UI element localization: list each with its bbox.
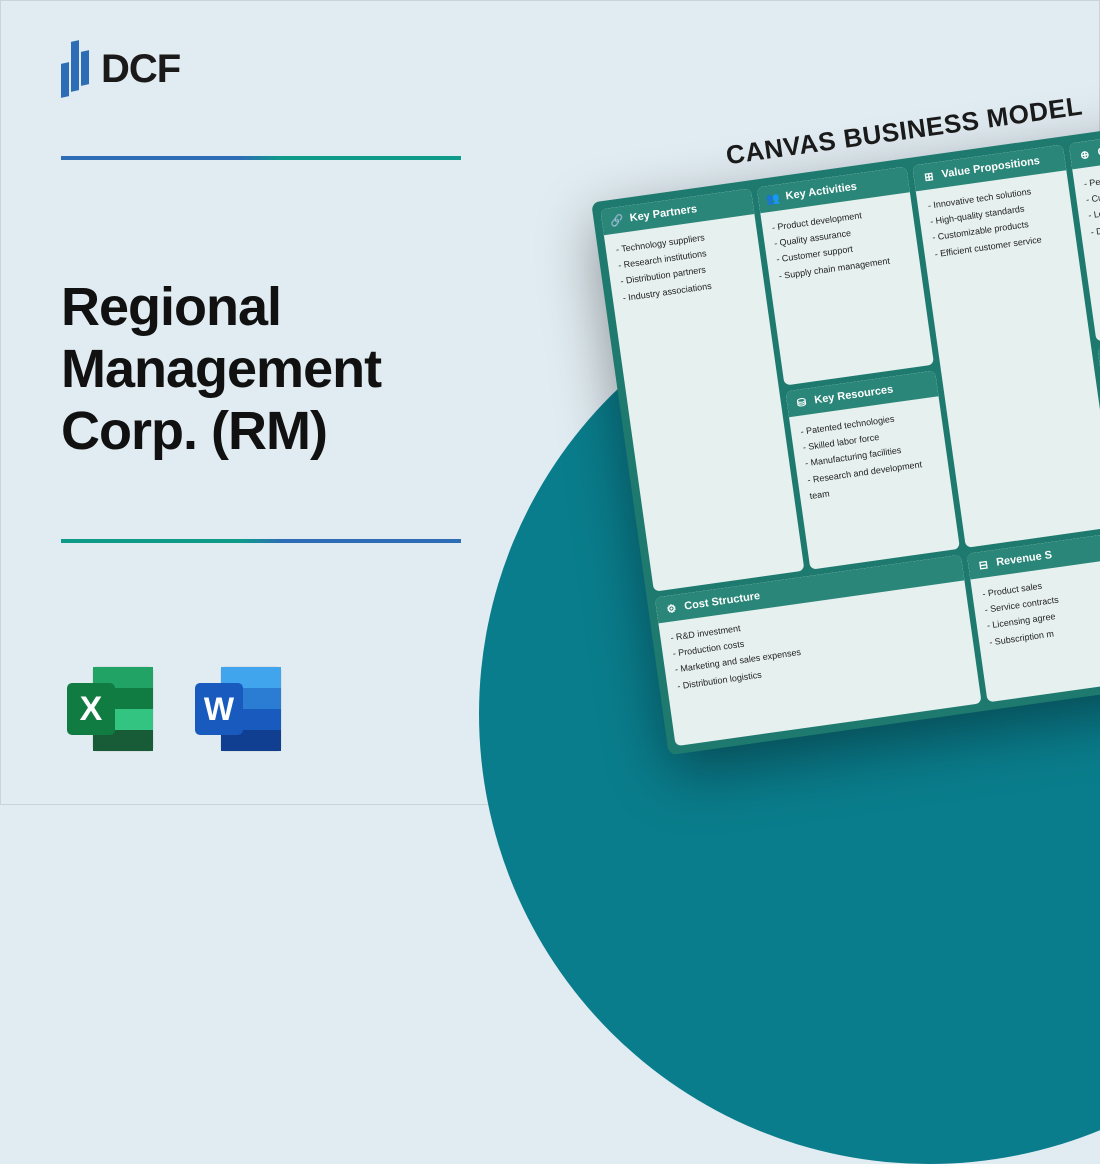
- money-icon: ⊟: [975, 557, 991, 573]
- heart-icon: ⊕: [1077, 147, 1093, 163]
- logo-text: DCF: [101, 47, 180, 92]
- box-key-activities: 👥Key Activities Product development Qual…: [756, 166, 934, 385]
- gift-icon: ⊞: [921, 169, 937, 185]
- key-resources-body: Patented technologies Skilled labor forc…: [789, 396, 953, 513]
- dcf-logo: DCF: [61, 41, 180, 97]
- title-line-2: Management: [61, 339, 381, 399]
- business-model-canvas: CANVAS BUSINESS MODEL 🔗Key Partners Tech…: [585, 71, 1100, 755]
- box-key-resources: ⛁Key Resources Patented technologies Ski…: [785, 370, 960, 569]
- file-icons-row: X W: [61, 659, 289, 759]
- title-line-3: Corp. (RM): [61, 401, 327, 461]
- title-line-1: Regional: [61, 277, 281, 337]
- logo-mark: [61, 41, 89, 97]
- excel-letter: X: [80, 690, 103, 728]
- divider-top: [61, 156, 461, 160]
- excel-icon: X: [61, 659, 161, 759]
- page-title: Regional Management Corp. (RM): [61, 276, 381, 462]
- database-icon: ⛁: [794, 394, 810, 410]
- canvas-sheet: 🔗Key Partners Technology suppliers Resea…: [591, 114, 1100, 756]
- sliders-icon: ⚙: [664, 601, 680, 617]
- divider-bottom: [61, 539, 461, 543]
- word-icon: W: [189, 659, 289, 759]
- people-icon: 👥: [765, 190, 781, 206]
- link-icon: 🔗: [609, 212, 625, 228]
- word-letter: W: [204, 691, 235, 727]
